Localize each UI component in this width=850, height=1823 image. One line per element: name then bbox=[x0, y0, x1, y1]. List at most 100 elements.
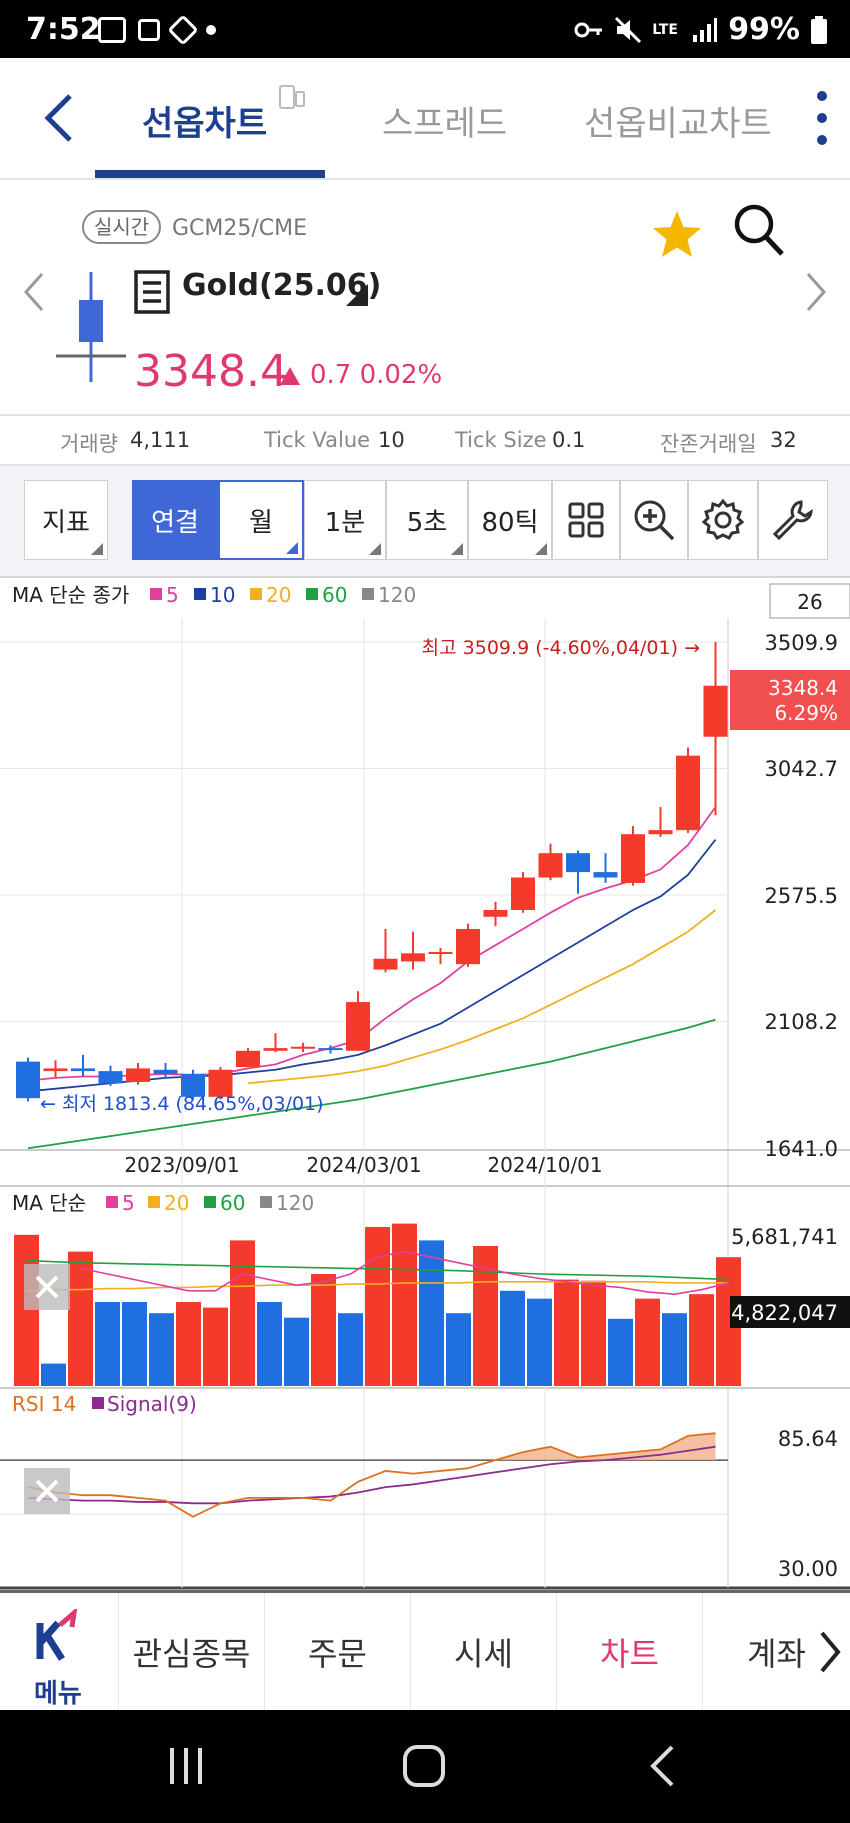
vlegend-ma5: 5 bbox=[122, 1191, 135, 1215]
rsi-signal-line bbox=[27, 1445, 716, 1505]
mute-icon bbox=[615, 16, 642, 43]
indicator-button[interactable]: 지표 bbox=[24, 480, 108, 560]
back-arrow-icon[interactable] bbox=[40, 92, 80, 144]
candle-body bbox=[236, 1050, 260, 1068]
minute-button[interactable]: 1분 bbox=[304, 480, 386, 560]
previous-instrument-icon[interactable] bbox=[22, 272, 46, 312]
volume-bar bbox=[527, 1298, 552, 1386]
current-price: 3348.4 bbox=[134, 346, 288, 397]
chart-area[interactable]: MA 단순 종가 5 10 20 60 120 26 3509.9 3042.7… bbox=[0, 578, 850, 1590]
dropdown-triangle-icon[interactable] bbox=[346, 284, 368, 306]
volume-bar bbox=[689, 1294, 714, 1386]
candle-count: 26 bbox=[797, 590, 822, 614]
volume-bar bbox=[365, 1226, 390, 1386]
remaining-days-value: 32 bbox=[770, 428, 797, 452]
zoom-button[interactable] bbox=[620, 480, 688, 560]
current-price-tag bbox=[730, 670, 850, 730]
volume-bar bbox=[14, 1234, 39, 1386]
key-icon bbox=[574, 22, 603, 37]
volume-legend-title: MA 단순 bbox=[12, 1191, 86, 1215]
price-legend-title: MA 단순 종가 bbox=[12, 583, 129, 607]
candle-body bbox=[126, 1068, 150, 1082]
volume-bar bbox=[95, 1302, 120, 1386]
candle-body bbox=[346, 1002, 370, 1051]
tab-order[interactable]: 주문 bbox=[264, 1593, 410, 1710]
candle-body bbox=[703, 685, 728, 737]
gear-icon bbox=[701, 498, 745, 540]
period-month-button[interactable]: 월 bbox=[218, 480, 304, 560]
zoom-in-icon bbox=[634, 500, 675, 541]
price-ma20-line bbox=[247, 909, 717, 1085]
document-list-icon[interactable] bbox=[134, 270, 170, 314]
second-button[interactable]: 5초 bbox=[386, 480, 468, 560]
candle-body bbox=[428, 951, 453, 954]
price-ma5-line bbox=[27, 806, 717, 1082]
candle-body bbox=[181, 1073, 205, 1097]
tab-account[interactable]: 계좌 bbox=[702, 1593, 850, 1710]
candle-count-box[interactable] bbox=[769, 583, 850, 619]
grid-icon bbox=[568, 502, 604, 538]
price-y-axis: 3509.9 3042.7 2575.5 2108.2 1641.0 bbox=[765, 631, 838, 1161]
next-instrument-icon[interactable] bbox=[804, 272, 828, 312]
legend-ma120: 120 bbox=[378, 583, 416, 607]
tab-spread[interactable]: 스프레드 bbox=[382, 104, 508, 144]
legend-ma5: 5 bbox=[166, 583, 179, 607]
volume-current: 4,822,047 bbox=[731, 1301, 838, 1325]
home-icon[interactable] bbox=[402, 1744, 446, 1788]
voip-icon bbox=[98, 17, 126, 43]
chart-canvas[interactable]: MA 단순 종가 5 10 20 60 120 26 3509.9 3042.7… bbox=[0, 578, 850, 1590]
tag-price: 3348.4 bbox=[768, 676, 838, 700]
candle-body bbox=[456, 928, 480, 965]
status-bar: 7:52 LTE 99% bbox=[0, 0, 850, 58]
candle-thumbnail-icon bbox=[56, 272, 126, 382]
candle-body bbox=[291, 1046, 315, 1049]
favorite-star-icon[interactable] bbox=[650, 208, 704, 262]
vlegend-ma60: 60 bbox=[220, 1191, 245, 1215]
tick-size-label: Tick Size bbox=[455, 428, 547, 452]
rsi-overbought-area bbox=[28, 1433, 716, 1461]
contract-stats: 거래량 4,111 Tick Value 10 Tick Size 0.1 잔존… bbox=[0, 416, 850, 466]
volume-bar bbox=[392, 1223, 417, 1386]
instrument-name[interactable]: Gold(25.06) bbox=[182, 268, 382, 303]
up-triangle-icon bbox=[280, 367, 300, 385]
tick-button[interactable]: 80틱 bbox=[468, 480, 552, 560]
active-tab-indicator bbox=[95, 170, 325, 178]
link-button[interactable]: 연결 bbox=[132, 480, 218, 560]
tab-watchlist[interactable]: 관심종목 bbox=[118, 1593, 264, 1710]
close-volume-panel-button[interactable] bbox=[24, 1264, 70, 1310]
y-tick-4: 1641.0 bbox=[765, 1137, 838, 1161]
tab-chart[interactable]: 차트 bbox=[556, 1593, 702, 1710]
price-change: 0.7 0.02% bbox=[310, 360, 443, 390]
more-vertical-icon[interactable] bbox=[816, 90, 828, 146]
volume-bar bbox=[338, 1313, 363, 1386]
devices-icon[interactable] bbox=[278, 80, 306, 110]
tab-compare-chart[interactable]: 선옵비교차트 bbox=[584, 104, 772, 144]
tab-quotes[interactable]: 시세 bbox=[410, 1593, 556, 1710]
volume-bar bbox=[176, 1302, 201, 1386]
system-back-icon[interactable] bbox=[648, 1744, 676, 1788]
recent-apps-icon[interactable] bbox=[166, 1746, 206, 1786]
candle-body bbox=[648, 830, 673, 835]
signal-icon bbox=[693, 17, 718, 42]
volume-bar bbox=[446, 1313, 471, 1386]
link-icon bbox=[167, 14, 199, 46]
settings-button[interactable] bbox=[688, 480, 758, 560]
signal-legend-swatch bbox=[92, 1397, 104, 1409]
candle-body bbox=[373, 958, 398, 970]
volume-bar bbox=[122, 1302, 147, 1386]
close-rsi-panel-button[interactable] bbox=[24, 1468, 70, 1514]
wrench-icon bbox=[772, 500, 813, 541]
rsi-y-tick-high: 85.64 bbox=[778, 1427, 838, 1451]
search-icon[interactable] bbox=[732, 200, 786, 260]
high-label: 최고 3509.9 (-4.60%,04/01) → bbox=[422, 637, 700, 659]
layout-grid-button[interactable] bbox=[552, 480, 620, 560]
candle-body bbox=[538, 853, 563, 878]
tools-button[interactable] bbox=[758, 480, 828, 560]
battery-icon bbox=[811, 15, 827, 44]
volume-ma-legend: 5 20 60 120 bbox=[106, 1191, 314, 1215]
menu-button[interactable]: 메뉴 bbox=[0, 1593, 118, 1710]
tab-futures-chart[interactable]: 선옵차트 bbox=[142, 104, 268, 144]
chart-toolbar: 지표 연결 월 1분 5초 80틱 bbox=[0, 466, 850, 578]
volume-current-tag bbox=[730, 1296, 850, 1328]
chevron-right-icon[interactable] bbox=[816, 1629, 844, 1675]
